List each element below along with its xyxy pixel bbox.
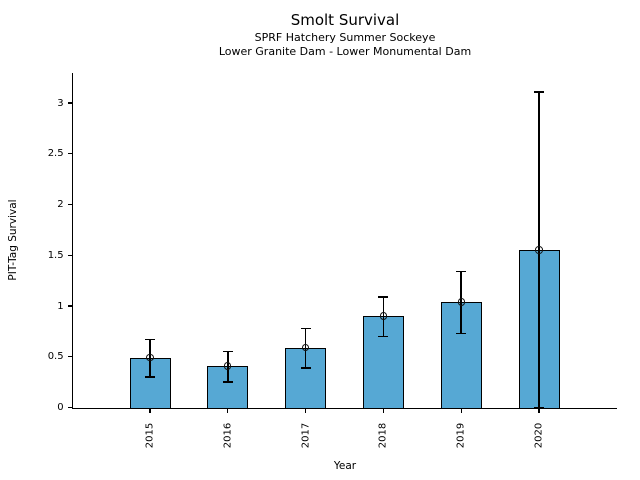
x-tick <box>538 408 540 414</box>
title-block: Smolt Survival SPRF Hatchery Summer Sock… <box>73 11 617 58</box>
error-cap-bottom <box>300 367 311 369</box>
y-tick <box>67 406 73 409</box>
x-tick-label: 2016 <box>222 422 234 448</box>
y-tick <box>67 203 73 206</box>
y-tick <box>67 305 73 307</box>
chart-subtitle-1: SPRF Hatchery Summer Sockeye <box>254 30 436 44</box>
y-tick-label: 0.5 <box>47 351 64 363</box>
x-axis-spine <box>72 407 617 409</box>
error-cap-top <box>456 270 467 273</box>
y-tick-label: 2 <box>57 199 64 210</box>
point-marker <box>301 343 310 352</box>
point-marker <box>379 312 388 320</box>
x-tick-label: 2019 <box>455 422 467 448</box>
y-tick-label: 1 <box>57 300 64 312</box>
y-tick-label: 3 <box>57 97 64 109</box>
error-cap-bottom <box>222 381 233 383</box>
point-marker <box>224 362 232 370</box>
x-tick <box>304 408 307 414</box>
error-cap-bottom <box>456 332 467 335</box>
x-tick-label: 2020 <box>533 422 545 448</box>
y-tick <box>67 254 73 256</box>
point-marker <box>146 354 154 362</box>
x-tick <box>149 408 151 414</box>
point-marker <box>457 298 465 306</box>
error-cap-bottom <box>534 406 544 409</box>
point-marker <box>535 246 543 254</box>
x-axis-label: Year <box>333 460 357 472</box>
y-tick-label: 0 <box>57 402 64 413</box>
y-axis-label: PIT-Tag Survival <box>7 199 19 281</box>
y-axis-spine <box>72 72 74 409</box>
error-cap-top <box>378 296 389 298</box>
error-cap-top <box>300 327 311 330</box>
chart-subtitle-2: Lower Granite Dam - Lower Monumental Dam <box>218 44 472 58</box>
error-cap-bottom <box>145 376 155 378</box>
error-cap-top <box>534 91 544 93</box>
x-tick <box>227 408 229 414</box>
y-tick-label: 2.5 <box>47 148 64 160</box>
x-tick <box>382 408 385 414</box>
chart-title: Smolt Survival <box>290 11 400 29</box>
x-tick-label: 2018 <box>377 422 389 448</box>
x-tick-label: 2015 <box>144 422 156 448</box>
error-cap-top <box>222 350 233 353</box>
x-tick <box>460 408 462 414</box>
y-tick <box>67 153 73 155</box>
y-tick <box>67 356 73 358</box>
error-cap-top <box>145 338 155 341</box>
y-tick-label: 1.5 <box>47 249 64 261</box>
error-cap-bottom <box>378 335 389 338</box>
y-tick <box>67 102 73 104</box>
x-tick-label: 2017 <box>300 422 312 448</box>
